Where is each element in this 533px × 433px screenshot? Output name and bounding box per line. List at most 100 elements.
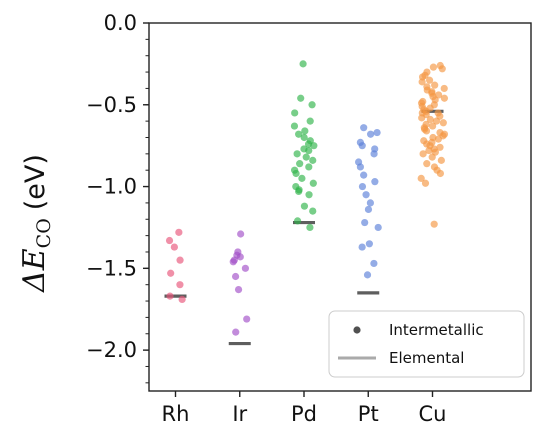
y-label-symbol: ΔE bbox=[17, 248, 52, 293]
intermetallic-point-rh bbox=[178, 295, 186, 304]
intermetallic-point-rh bbox=[175, 228, 183, 236]
intermetallic-point-ir bbox=[234, 286, 243, 294]
x-tick-label-cu: Cu bbox=[419, 402, 447, 426]
intermetallic-point-cu bbox=[428, 153, 436, 161]
intermetallic-point-pd bbox=[310, 142, 318, 150]
y-axis-label: ΔECO (eV) bbox=[17, 154, 55, 293]
intermetallic-point-cu bbox=[423, 160, 431, 168]
intermetallic-point-pd bbox=[309, 156, 317, 164]
intermetallic-point-ir bbox=[243, 315, 251, 323]
intermetallic-point-cu bbox=[419, 150, 427, 158]
intermetallic-point-pd bbox=[309, 207, 317, 215]
intermetallic-point-pd bbox=[302, 153, 310, 161]
intermetallic-point-pt bbox=[363, 271, 372, 279]
y-tick-label: −0.5 bbox=[86, 93, 137, 117]
intermetallic-point-cu bbox=[425, 146, 433, 155]
intermetallic-point-pd bbox=[308, 101, 316, 109]
intermetallic-point-rh bbox=[170, 243, 178, 251]
plot-frame bbox=[148, 22, 532, 392]
intermetallic-point-cu bbox=[422, 127, 431, 135]
intermetallic-point-pd bbox=[301, 127, 309, 135]
intermetallic-point-pt bbox=[370, 259, 378, 268]
y-tick-label: 0.0 bbox=[104, 11, 137, 35]
chart-axes: 0.0 −0.5 −1.0 −1.5 −2.0 Rh Ir Pd Pt Cu bbox=[86, 11, 532, 426]
intermetallic-point-pd bbox=[305, 191, 313, 199]
intermetallic-point-pt bbox=[360, 171, 368, 179]
x-tick-label-ir: Ir bbox=[232, 402, 247, 426]
intermetallic-point-pt bbox=[371, 178, 379, 186]
legend-box bbox=[328, 310, 525, 378]
intermetallic-point-pd bbox=[295, 187, 303, 196]
intermetallic-point-ir bbox=[232, 328, 240, 336]
intermetallic-point-cu bbox=[437, 156, 445, 164]
intermetallic-point-pd bbox=[293, 217, 302, 225]
y-tick-label: −1.5 bbox=[86, 256, 137, 280]
intermetallic-point-pd bbox=[305, 146, 313, 155]
intermetallic-point-pd bbox=[290, 122, 299, 130]
intermetallic-point-ir bbox=[237, 230, 245, 238]
intermetallic-point-rh bbox=[176, 256, 184, 264]
legend-intermetallic-symbol bbox=[353, 326, 361, 334]
intermetallic-point-pd bbox=[309, 179, 317, 187]
intermetallic-point-pt bbox=[370, 150, 378, 158]
intermetallic-point-cu bbox=[429, 63, 438, 71]
y-tick-label: −1.0 bbox=[86, 175, 137, 199]
intermetallic-point-pt bbox=[358, 142, 366, 150]
intermetallic-point-pt bbox=[361, 218, 369, 227]
intermetallic-point-pt bbox=[365, 240, 373, 248]
y-label-unit: (eV) bbox=[20, 154, 51, 210]
intermetallic-point-rh bbox=[166, 292, 174, 300]
intermetallic-point-cu bbox=[438, 65, 446, 73]
intermetallic-point-pd bbox=[300, 202, 309, 210]
intermetallic-point-pt bbox=[374, 223, 382, 232]
intermetallic-point-cu bbox=[426, 115, 434, 124]
intermetallic-point-pd bbox=[299, 60, 307, 68]
chart-legend: Intermetallic Elemental bbox=[328, 310, 525, 378]
intermetallic-point-ir bbox=[231, 272, 240, 281]
intermetallic-point-cu bbox=[434, 135, 442, 143]
intermetallic-point-cu bbox=[429, 122, 437, 130]
intermetallic-point-pt bbox=[367, 130, 375, 138]
legend-elemental-label: Elemental bbox=[389, 349, 464, 367]
intermetallic-point-pd bbox=[306, 223, 314, 232]
legend-intermetallic-label: Intermetallic bbox=[389, 321, 484, 339]
intermetallic-point-pt bbox=[356, 163, 364, 171]
intermetallic-point-pd bbox=[300, 133, 308, 142]
intermetallic-point-pd bbox=[296, 160, 304, 168]
intermetallic-point-pd bbox=[295, 130, 303, 138]
intermetallic-point-cu bbox=[430, 220, 438, 228]
intermetallic-point-pd bbox=[293, 150, 301, 158]
y-tick-label: −2.0 bbox=[86, 338, 137, 362]
intermetallic-point-pd bbox=[297, 94, 305, 102]
intermetallic-point-ir bbox=[241, 264, 250, 272]
intermetallic-point-pt bbox=[373, 128, 381, 137]
intermetallic-point-pt bbox=[360, 124, 368, 132]
x-tick-label-pd: Pd bbox=[291, 402, 317, 426]
intermetallic-point-rh bbox=[167, 269, 175, 277]
intermetallic-point-pt bbox=[358, 182, 367, 191]
intermetallic-point-cu bbox=[425, 76, 434, 84]
intermetallic-point-cu bbox=[432, 117, 441, 125]
intermetallic-point-cu bbox=[418, 114, 426, 122]
intermetallic-point-pt bbox=[358, 243, 366, 251]
y-label-subscript: CO bbox=[33, 218, 55, 248]
intermetallic-point-cu bbox=[439, 119, 447, 127]
intermetallic-point-cu bbox=[421, 179, 430, 187]
intermetallic-point-pt bbox=[362, 191, 370, 199]
intermetallic-point-pd bbox=[298, 174, 306, 182]
intermetallic-point-pd bbox=[305, 163, 313, 171]
intermetallic-point-cu bbox=[418, 78, 426, 86]
intermetallic-point-cu bbox=[436, 143, 444, 151]
intermetallic-point-rh bbox=[176, 281, 184, 289]
intermetallic-point-cu bbox=[440, 94, 449, 102]
intermetallic-point-cu bbox=[440, 84, 448, 93]
intermetallic-point-pd bbox=[292, 169, 300, 178]
intermetallic-point-cu bbox=[431, 81, 439, 89]
x-tick-label-pt: Pt bbox=[358, 402, 379, 426]
intermetallic-point-cu bbox=[436, 169, 444, 178]
x-tick-label-rh: Rh bbox=[162, 402, 190, 426]
chart-marks bbox=[164, 60, 449, 346]
intermetallic-point-pd bbox=[306, 117, 314, 125]
